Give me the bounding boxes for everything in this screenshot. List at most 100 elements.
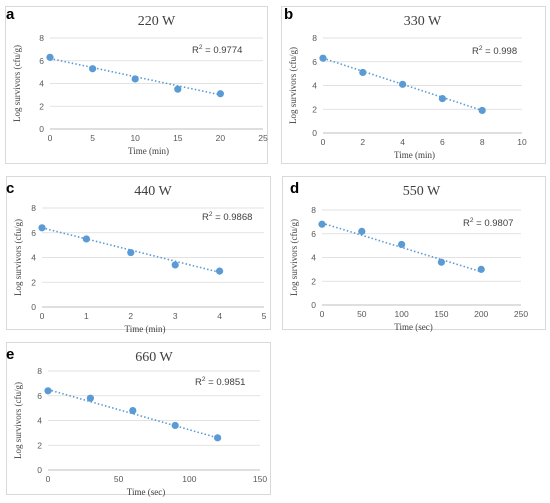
r-squared-symbol: R bbox=[463, 218, 470, 229]
data-point bbox=[359, 68, 367, 77]
chart-panel-e: 660 W 0 2 4 6 8 0 50 100 150 Time (sec) Log survivo… bbox=[6, 342, 271, 497]
r-squared-symbol: R bbox=[195, 377, 202, 388]
x-tick-label: 100 bbox=[395, 309, 409, 319]
x-tick-label: 2 bbox=[360, 137, 365, 147]
data-point bbox=[398, 240, 406, 249]
x-tick-label: 200 bbox=[474, 309, 488, 319]
x-tick-label: 5 bbox=[90, 133, 95, 143]
data-point bbox=[216, 267, 224, 275]
y-tick-label: 0 bbox=[39, 124, 44, 134]
r-squared-label: R2 = 0.9868 bbox=[202, 211, 252, 223]
data-point bbox=[477, 265, 485, 273]
data-point bbox=[214, 434, 222, 442]
x-tick-label: 20 bbox=[216, 133, 226, 143]
r-squared-label: R2 = 0.9774 bbox=[192, 44, 242, 56]
x-tick-label: 100 bbox=[182, 474, 196, 484]
x-tick-label: 0 bbox=[40, 311, 45, 321]
chart-panel-a: 220 W 0 2 4 6 8 0 5 10 15 20 25 Time (min) Log surviv… bbox=[5, 6, 268, 164]
r-squared-value: = 0.9851 bbox=[206, 377, 246, 388]
data-point bbox=[216, 90, 224, 98]
x-tick-label: 0 bbox=[46, 474, 51, 484]
x-tick-label: 250 bbox=[514, 309, 528, 319]
y-tick-label: 2 bbox=[312, 104, 317, 114]
y-tick-label: 8 bbox=[312, 33, 317, 43]
chart-svg-e: 660 W 0 2 4 6 8 0 50 100 150 Time (sec) Log survivo… bbox=[13, 350, 267, 497]
y-tick-label: 2 bbox=[37, 440, 42, 450]
data-point bbox=[82, 235, 90, 243]
data-point bbox=[319, 54, 327, 62]
y-tick-label: 4 bbox=[37, 416, 42, 426]
y-tick-label: 6 bbox=[39, 56, 44, 66]
y-axis-title: Log survivors (cfu/g) bbox=[289, 219, 299, 296]
y-tick-label: 2 bbox=[39, 101, 44, 111]
x-tick-label: 1 bbox=[84, 311, 89, 321]
r-squared-symbol: R bbox=[202, 212, 209, 223]
chart-title: 660 W bbox=[135, 350, 173, 365]
chart-title: 550 W bbox=[403, 184, 441, 199]
y-tick-label: 6 bbox=[311, 229, 316, 239]
chart-svg-d: 550 W 0 2 4 6 8 0 50 100 150 200 250 Time (sec) Log s… bbox=[289, 184, 528, 332]
chart-svg-b: 330 W 0 2 4 6 8 0 2 4 6 8 10 Time (min) Log survivors… bbox=[288, 14, 527, 160]
x-tick-label: 4 bbox=[217, 311, 222, 321]
x-axis-title: Time (sec) bbox=[127, 487, 165, 497]
x-tick-label: 10 bbox=[130, 133, 140, 143]
data-point bbox=[44, 387, 52, 395]
chart-svg-a: 220 W 0 2 4 6 8 0 5 10 15 20 25 Time (min) Log surviv… bbox=[12, 14, 268, 156]
y-tick-label: 4 bbox=[31, 253, 36, 263]
r-squared-superscript: 2 bbox=[479, 45, 483, 52]
x-tick-label: 4 bbox=[400, 137, 405, 147]
y-tick-label: 8 bbox=[37, 366, 42, 376]
x-axis-title: Time (min) bbox=[125, 324, 166, 334]
x-tick-label: 25 bbox=[258, 133, 268, 143]
y-axis-title: Log survivors (cfu/g) bbox=[288, 47, 298, 124]
chart-title: 220 W bbox=[138, 14, 176, 29]
panel-letter-d: d bbox=[290, 180, 300, 197]
data-point bbox=[399, 80, 407, 88]
data-point bbox=[358, 227, 366, 235]
x-tick-label: 0 bbox=[48, 133, 53, 143]
r-squared-superscript: 2 bbox=[199, 44, 203, 51]
x-tick-label: 8 bbox=[480, 137, 485, 147]
x-tick-label: 0 bbox=[320, 309, 325, 319]
y-tick-label: 8 bbox=[31, 203, 36, 213]
y-axis-title: Log survivors (cfu/g) bbox=[13, 382, 23, 459]
data-point bbox=[86, 394, 94, 402]
data-point bbox=[131, 75, 139, 83]
data-point bbox=[174, 85, 182, 93]
y-tick-label: 4 bbox=[311, 253, 316, 263]
chart-panel-b: 330 W 0 2 4 6 8 0 2 4 6 8 10 Time (min) Log survivors… bbox=[281, 6, 546, 164]
chart-svg-c: 440 W 0 2 4 6 8 0 1 2 3 4 5 Time (min) Log survivors … bbox=[13, 184, 267, 334]
x-axis-title: Time (min) bbox=[128, 146, 169, 156]
r-squared-value: = 0.9774 bbox=[203, 45, 243, 56]
x-tick-label: 0 bbox=[321, 137, 326, 147]
data-point bbox=[437, 258, 445, 266]
data-point bbox=[171, 261, 179, 269]
y-tick-label: 2 bbox=[311, 276, 316, 286]
x-tick-label: 2 bbox=[128, 311, 133, 321]
data-point bbox=[89, 65, 97, 73]
y-tick-label: 0 bbox=[31, 302, 36, 312]
x-tick-label: 15 bbox=[173, 133, 183, 143]
r-squared-superscript: 2 bbox=[209, 211, 213, 218]
r-squared-label: R2 = 0.9851 bbox=[195, 376, 245, 388]
panel-letter-c: c bbox=[6, 180, 15, 197]
chart-title: 330 W bbox=[404, 14, 442, 29]
data-point bbox=[38, 224, 46, 232]
x-axis-title: Time (min) bbox=[394, 150, 435, 160]
data-point bbox=[171, 421, 179, 430]
data-point bbox=[478, 106, 486, 115]
y-axis-title: Log survivors (cfu/g) bbox=[13, 219, 23, 296]
r-squared-label: R2 = 0.998 bbox=[472, 45, 517, 57]
y-tick-label: 8 bbox=[311, 205, 316, 215]
y-axis-title: Log survivors (cfu/g) bbox=[12, 45, 22, 122]
y-tick-label: 4 bbox=[312, 81, 317, 91]
trendline bbox=[49, 57, 221, 96]
y-tick-label: 0 bbox=[311, 300, 316, 310]
data-point bbox=[318, 220, 326, 228]
trendline bbox=[41, 227, 220, 274]
x-tick-label: 150 bbox=[434, 309, 448, 319]
chart-title: 440 W bbox=[134, 184, 172, 199]
r-squared-superscript: 2 bbox=[470, 217, 474, 224]
data-point bbox=[46, 53, 54, 61]
r-squared-superscript: 2 bbox=[202, 376, 206, 383]
